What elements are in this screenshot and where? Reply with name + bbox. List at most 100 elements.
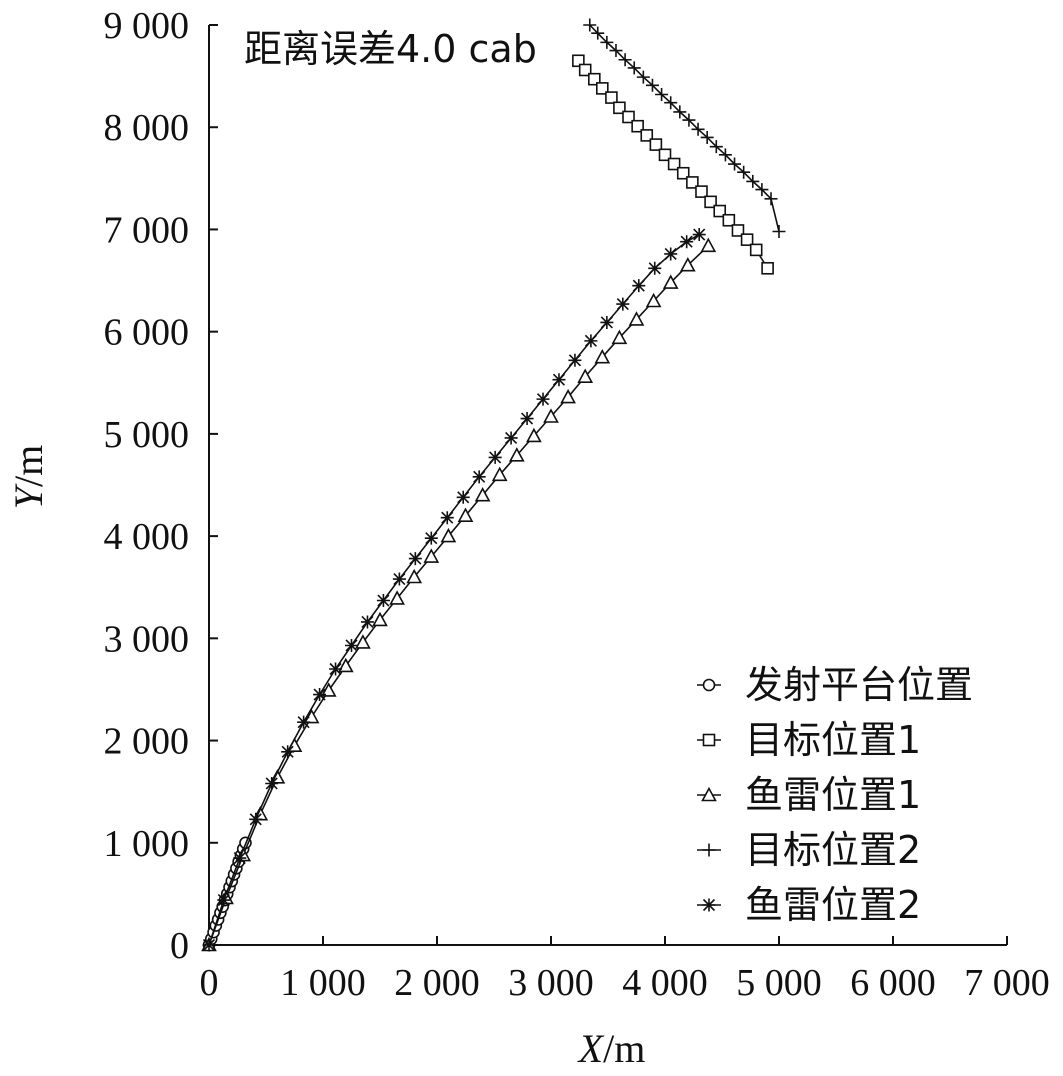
data-point-triangle [645, 292, 662, 308]
legend-item: 目标位置2 [697, 828, 921, 872]
data-point-asterisk [424, 531, 438, 545]
x-axis-unit: /m [603, 1026, 645, 1071]
legend-item: 目标位置1 [697, 718, 921, 762]
data-point-asterisk [440, 511, 454, 525]
data-point-asterisk [360, 615, 374, 629]
data-point-asterisk [692, 228, 706, 242]
data-point-square [649, 138, 663, 151]
x-axis-title: X/m [577, 1026, 646, 1071]
series-asterisk [202, 228, 706, 952]
data-point-plus [673, 105, 687, 119]
data-point-plus [700, 130, 714, 144]
data-point-plus [755, 183, 769, 197]
data-point-square [631, 119, 644, 133]
data-point-asterisk [217, 893, 231, 907]
series-triangle [201, 237, 717, 952]
data-point-plus [609, 44, 623, 58]
data-point-plus [618, 53, 632, 67]
data-point-triangle [577, 368, 594, 383]
y-tick-label: 3 000 [104, 618, 190, 660]
data-point-plus [718, 148, 732, 162]
data-point-triangle [594, 349, 611, 364]
data-point-square [686, 176, 699, 189]
legend-item: 发射平台位置 [697, 663, 973, 707]
series-line [589, 24, 780, 232]
y-tick-label: 4 000 [104, 516, 190, 558]
data-point-plus [600, 35, 614, 49]
data-point-square [731, 224, 745, 237]
data-point-triangle [423, 548, 440, 563]
data-point-asterisk [664, 247, 678, 261]
data-point-plus [591, 26, 605, 40]
legend-label: 目标位置2 [745, 828, 921, 872]
data-point-asterisk [329, 662, 343, 676]
y-axis-var: Y [6, 483, 51, 509]
data-point-asterisk [408, 552, 422, 566]
data-point-asterisk [265, 776, 279, 790]
data-point-asterisk [552, 373, 566, 387]
y-tick-label: 6 000 [104, 312, 190, 354]
data-point-asterisk [233, 851, 247, 865]
data-point-asterisk [648, 261, 662, 275]
series-layer [201, 18, 786, 952]
legend-label: 鱼雷位置1 [745, 773, 921, 817]
data-point-square [695, 185, 708, 198]
data-point-asterisk [600, 315, 614, 329]
data-point-plus [627, 61, 641, 75]
data-point-plus [764, 192, 778, 206]
data-point-asterisk [520, 412, 534, 426]
x-tick-label: 2 000 [394, 962, 480, 1004]
data-point-asterisk [632, 279, 646, 293]
data-point-triangle [611, 329, 628, 345]
data-point-square [722, 213, 736, 227]
legend-item: 鱼雷位置2 [697, 883, 921, 927]
data-point-triangle [679, 257, 696, 272]
data-point-asterisk [345, 638, 358, 652]
data-point-triangle [355, 634, 371, 649]
data-point-square [749, 243, 763, 257]
data-point-asterisk [536, 392, 550, 406]
data-point-triangle [508, 447, 525, 462]
data-point-triangle [628, 311, 645, 326]
data-point-plus [746, 174, 760, 188]
data-point-plus [664, 96, 678, 110]
data-point-square [588, 72, 601, 86]
data-point-plus [636, 70, 650, 84]
data-point-square [676, 166, 690, 180]
data-point-triangle [372, 611, 388, 627]
data-point-square [640, 129, 654, 142]
data-point-asterisk [616, 297, 630, 311]
data-point-square [595, 82, 609, 95]
data-point-plus [728, 157, 742, 171]
legend-marker-asterisk [702, 898, 716, 912]
data-point-triangle [662, 274, 679, 289]
series-line [208, 245, 709, 946]
data-point-triangle [474, 487, 491, 502]
distance-error-annotation: 距离误差4.0 cab [244, 27, 537, 71]
data-point-plus [709, 140, 723, 154]
data-point-square [704, 195, 717, 209]
y-tick-label: 8 000 [104, 107, 190, 149]
y-tick-label: 1 000 [104, 823, 190, 865]
data-point-square [761, 261, 774, 275]
series-square [572, 54, 774, 275]
y-axis-title: Y/m [6, 445, 51, 509]
data-point-plus [655, 88, 669, 102]
data-point-asterisk [202, 938, 216, 952]
data-point-square [572, 54, 585, 68]
data-point-asterisk [584, 334, 598, 348]
data-point-square [613, 101, 626, 115]
series-line [208, 233, 700, 946]
data-point-asterisk [313, 688, 327, 702]
data-point-asterisk [249, 812, 263, 826]
data-point-triangle [457, 507, 474, 522]
y-tick-label: 5 000 [104, 414, 190, 456]
data-point-square [713, 204, 727, 218]
data-point-asterisk [488, 450, 502, 464]
data-point-triangle [543, 408, 559, 423]
axes: 0 1 000 2 000 3 000 4 000 5 000 6 000 7 000 8 00… [104, 5, 1050, 1004]
data-point-square [658, 148, 672, 162]
data-point-plus [682, 113, 696, 127]
data-point-asterisk [568, 353, 582, 367]
